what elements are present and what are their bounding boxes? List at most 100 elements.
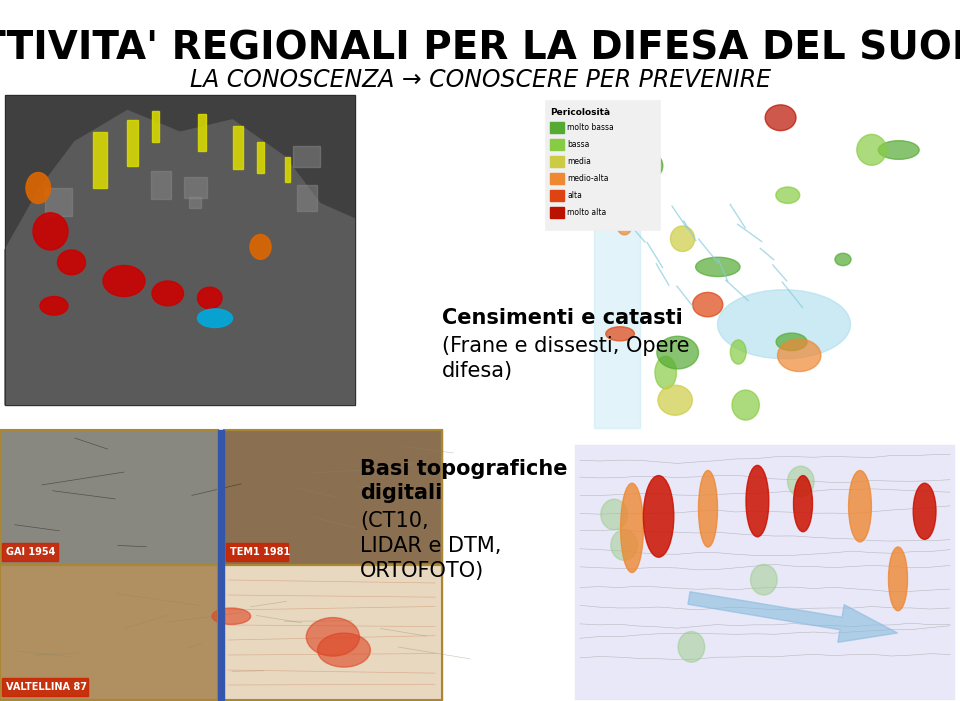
Ellipse shape xyxy=(616,212,633,235)
Bar xyxy=(152,170,171,199)
Ellipse shape xyxy=(657,336,699,369)
Ellipse shape xyxy=(606,327,635,341)
Ellipse shape xyxy=(857,135,886,165)
Ellipse shape xyxy=(776,187,800,203)
Bar xyxy=(2,678,88,696)
Bar xyxy=(293,147,320,167)
Bar xyxy=(92,132,107,188)
Ellipse shape xyxy=(103,266,145,297)
Bar xyxy=(128,120,138,166)
Bar xyxy=(575,445,955,700)
Ellipse shape xyxy=(765,105,796,130)
Text: bassa: bassa xyxy=(567,140,589,149)
Bar xyxy=(0,565,218,700)
Ellipse shape xyxy=(658,385,692,415)
Bar xyxy=(550,156,564,167)
Bar xyxy=(550,139,564,150)
Text: TEM1 1981: TEM1 1981 xyxy=(230,547,290,557)
Bar xyxy=(45,188,72,216)
Ellipse shape xyxy=(152,281,183,306)
Ellipse shape xyxy=(643,475,674,557)
Bar xyxy=(550,207,564,218)
Bar xyxy=(226,543,288,561)
Ellipse shape xyxy=(26,172,51,203)
Ellipse shape xyxy=(670,226,695,252)
Ellipse shape xyxy=(692,292,723,317)
Text: LA CONOSCENZA → CONOSCERE PER PREVENIRE: LA CONOSCENZA → CONOSCERE PER PREVENIRE xyxy=(189,68,771,92)
Ellipse shape xyxy=(620,483,643,573)
Polygon shape xyxy=(5,111,355,405)
Text: (CT10,
LIDAR e DTM,
ORTOFOTO): (CT10, LIDAR e DTM, ORTOFOTO) xyxy=(360,511,501,580)
Bar xyxy=(224,565,442,700)
Bar xyxy=(152,111,159,142)
Bar xyxy=(297,185,317,211)
Ellipse shape xyxy=(618,149,662,182)
Bar xyxy=(545,100,660,230)
Ellipse shape xyxy=(40,297,68,315)
Ellipse shape xyxy=(584,163,620,192)
Ellipse shape xyxy=(250,235,271,259)
Ellipse shape xyxy=(913,483,936,539)
Text: (Frane e dissesti, Opere
difesa): (Frane e dissesti, Opere difesa) xyxy=(442,336,689,381)
Bar xyxy=(224,430,442,565)
Text: ATTIVITA' REGIONALI PER LA DIFESA DEL SUOLO: ATTIVITA' REGIONALI PER LA DIFESA DEL SU… xyxy=(0,30,960,68)
Bar xyxy=(5,95,355,405)
Ellipse shape xyxy=(835,253,851,266)
Bar xyxy=(198,114,206,151)
Ellipse shape xyxy=(849,470,872,542)
Ellipse shape xyxy=(601,499,628,530)
Ellipse shape xyxy=(306,618,359,656)
Ellipse shape xyxy=(699,470,717,547)
Bar xyxy=(550,122,564,133)
Ellipse shape xyxy=(198,287,222,309)
Bar xyxy=(550,173,564,184)
FancyArrow shape xyxy=(688,592,898,642)
Bar xyxy=(232,126,243,170)
Ellipse shape xyxy=(731,340,746,364)
Bar xyxy=(285,157,290,182)
Ellipse shape xyxy=(776,333,807,350)
Ellipse shape xyxy=(198,309,232,327)
Ellipse shape xyxy=(678,632,705,662)
Bar xyxy=(184,177,207,198)
Text: VALTELLINA 87: VALTELLINA 87 xyxy=(6,682,87,692)
Ellipse shape xyxy=(58,250,85,275)
Bar xyxy=(0,430,218,565)
Ellipse shape xyxy=(878,141,919,159)
Ellipse shape xyxy=(611,530,637,560)
Ellipse shape xyxy=(318,633,371,667)
Ellipse shape xyxy=(696,257,740,277)
Bar xyxy=(218,430,224,700)
Text: Basi topografiche
digitali: Basi topografiche digitali xyxy=(360,459,567,503)
Ellipse shape xyxy=(597,165,624,181)
Ellipse shape xyxy=(787,466,814,497)
Bar xyxy=(189,196,201,207)
Ellipse shape xyxy=(751,564,778,595)
Bar xyxy=(575,100,955,445)
Ellipse shape xyxy=(212,608,251,625)
Ellipse shape xyxy=(794,475,812,531)
Text: Pericolosità: Pericolosità xyxy=(550,108,611,117)
Text: alta: alta xyxy=(567,191,582,200)
Bar xyxy=(0,565,218,700)
Bar xyxy=(224,565,442,700)
Ellipse shape xyxy=(655,356,677,389)
Bar xyxy=(550,190,564,201)
Text: GAI 1954: GAI 1954 xyxy=(6,547,56,557)
Ellipse shape xyxy=(717,290,851,359)
Bar xyxy=(594,117,639,428)
Text: medio-alta: medio-alta xyxy=(567,174,609,183)
Text: Censimenti e catasti: Censimenti e catasti xyxy=(442,308,683,329)
Text: molto bassa: molto bassa xyxy=(567,123,613,132)
Bar xyxy=(5,95,355,405)
Ellipse shape xyxy=(889,547,907,611)
Bar xyxy=(2,543,58,561)
Bar xyxy=(257,142,264,172)
Ellipse shape xyxy=(746,465,769,537)
Text: molto alta: molto alta xyxy=(567,208,607,217)
Bar xyxy=(224,430,442,565)
Bar xyxy=(0,430,218,565)
Bar xyxy=(224,565,442,700)
Ellipse shape xyxy=(732,390,759,420)
Text: media: media xyxy=(567,157,590,166)
